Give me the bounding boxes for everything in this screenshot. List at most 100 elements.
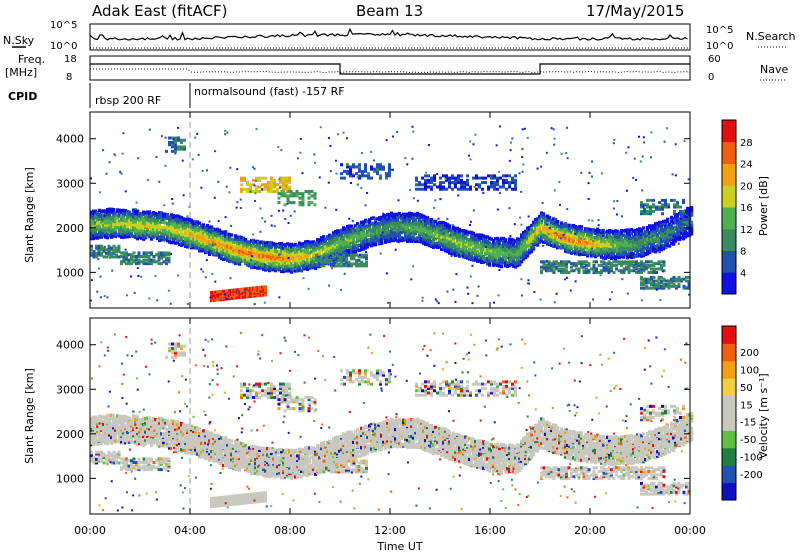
power-cell xyxy=(156,236,160,241)
power-cell xyxy=(186,223,190,227)
power-cell xyxy=(114,230,118,234)
power-cell xyxy=(158,228,162,232)
power-cell xyxy=(138,211,142,216)
power-cell xyxy=(176,224,180,228)
nsearch-label: N.Search xyxy=(746,30,796,43)
power-cell xyxy=(146,233,150,237)
power-cell xyxy=(192,231,196,235)
power-cell xyxy=(164,232,168,236)
power-cell xyxy=(120,208,124,213)
power-cell xyxy=(526,254,530,258)
power-cell xyxy=(158,217,162,221)
power-cell xyxy=(170,235,174,239)
power-cell xyxy=(255,176,258,180)
power-cell xyxy=(108,229,112,234)
power-cell xyxy=(122,218,126,222)
power-cell xyxy=(184,228,188,232)
cpid-segment-1: rbsp 200 RF xyxy=(95,94,161,107)
power-cell xyxy=(142,210,146,214)
power-cell xyxy=(144,232,148,236)
power-cell xyxy=(148,214,152,218)
power-cell xyxy=(92,234,96,239)
power-cell xyxy=(110,235,114,239)
power-cell xyxy=(142,224,146,228)
date-title: 17/May/2015 xyxy=(586,2,684,20)
power-cell xyxy=(172,240,176,244)
power-cell xyxy=(114,217,118,222)
freq-tick-low: 8 xyxy=(66,72,72,83)
power-cell xyxy=(136,224,140,228)
power-cell xyxy=(198,243,202,247)
power-cell xyxy=(96,225,100,229)
power-cell xyxy=(587,262,591,266)
power-cell xyxy=(158,230,162,234)
power-cell xyxy=(176,229,180,233)
power-cell xyxy=(142,226,146,230)
power-cell xyxy=(128,232,132,236)
power-cell xyxy=(106,236,110,240)
power-cell xyxy=(98,208,102,212)
power-cell xyxy=(148,210,152,214)
power-cell xyxy=(662,260,666,264)
power-cell xyxy=(174,229,178,233)
power-cell xyxy=(132,208,136,212)
power-cell xyxy=(158,235,162,239)
power-cell xyxy=(158,238,162,243)
power-cell xyxy=(154,225,158,230)
power-cell xyxy=(146,223,150,227)
power-cell xyxy=(198,227,202,231)
power-cell xyxy=(96,236,100,240)
power-cell xyxy=(192,236,196,241)
power-cell xyxy=(112,211,116,215)
power-cell xyxy=(142,216,146,221)
power-cell xyxy=(198,249,202,253)
power-cell xyxy=(116,208,120,212)
power-cell xyxy=(556,219,560,224)
power-cell xyxy=(110,216,114,220)
power-cell xyxy=(114,211,118,215)
power-cell xyxy=(186,245,190,249)
power-cell xyxy=(142,221,146,225)
power-cell xyxy=(92,221,96,225)
power-cell xyxy=(202,244,206,249)
power-cell xyxy=(184,223,188,227)
power-cell xyxy=(98,221,102,225)
power-cell xyxy=(170,230,174,234)
power-cell xyxy=(152,222,156,226)
power-cell xyxy=(174,227,178,231)
power-cell xyxy=(116,222,120,226)
power-cell xyxy=(144,235,148,239)
power-cell xyxy=(184,244,188,248)
power-cell xyxy=(90,227,94,231)
power-cell xyxy=(170,217,174,221)
power-cell xyxy=(120,234,124,238)
power-cell xyxy=(168,221,172,226)
power-cell xyxy=(152,231,156,236)
power-cell xyxy=(198,221,202,225)
power-cell xyxy=(194,229,198,233)
power-cell xyxy=(100,220,104,224)
power-cell xyxy=(120,220,124,225)
power-cell xyxy=(102,229,106,233)
power-cell xyxy=(96,214,100,218)
power-cell xyxy=(186,220,190,224)
power-cell xyxy=(200,249,204,253)
power-cell xyxy=(150,212,154,216)
power-cell xyxy=(182,218,186,223)
power-cell xyxy=(190,240,194,244)
power-cell xyxy=(136,214,140,218)
power-cell xyxy=(172,223,176,227)
power-cell xyxy=(98,235,102,239)
power-cell xyxy=(184,217,188,222)
power-cell xyxy=(166,224,170,228)
power-cell xyxy=(168,236,172,241)
power-cell xyxy=(140,230,144,234)
nsky-line xyxy=(89,27,688,41)
power-cell xyxy=(154,211,158,216)
power-cell xyxy=(194,222,198,226)
power-cell xyxy=(96,222,100,226)
power-cell xyxy=(198,226,202,230)
power-cell xyxy=(92,216,96,220)
power-cell xyxy=(180,238,184,242)
power-cell xyxy=(94,233,98,237)
